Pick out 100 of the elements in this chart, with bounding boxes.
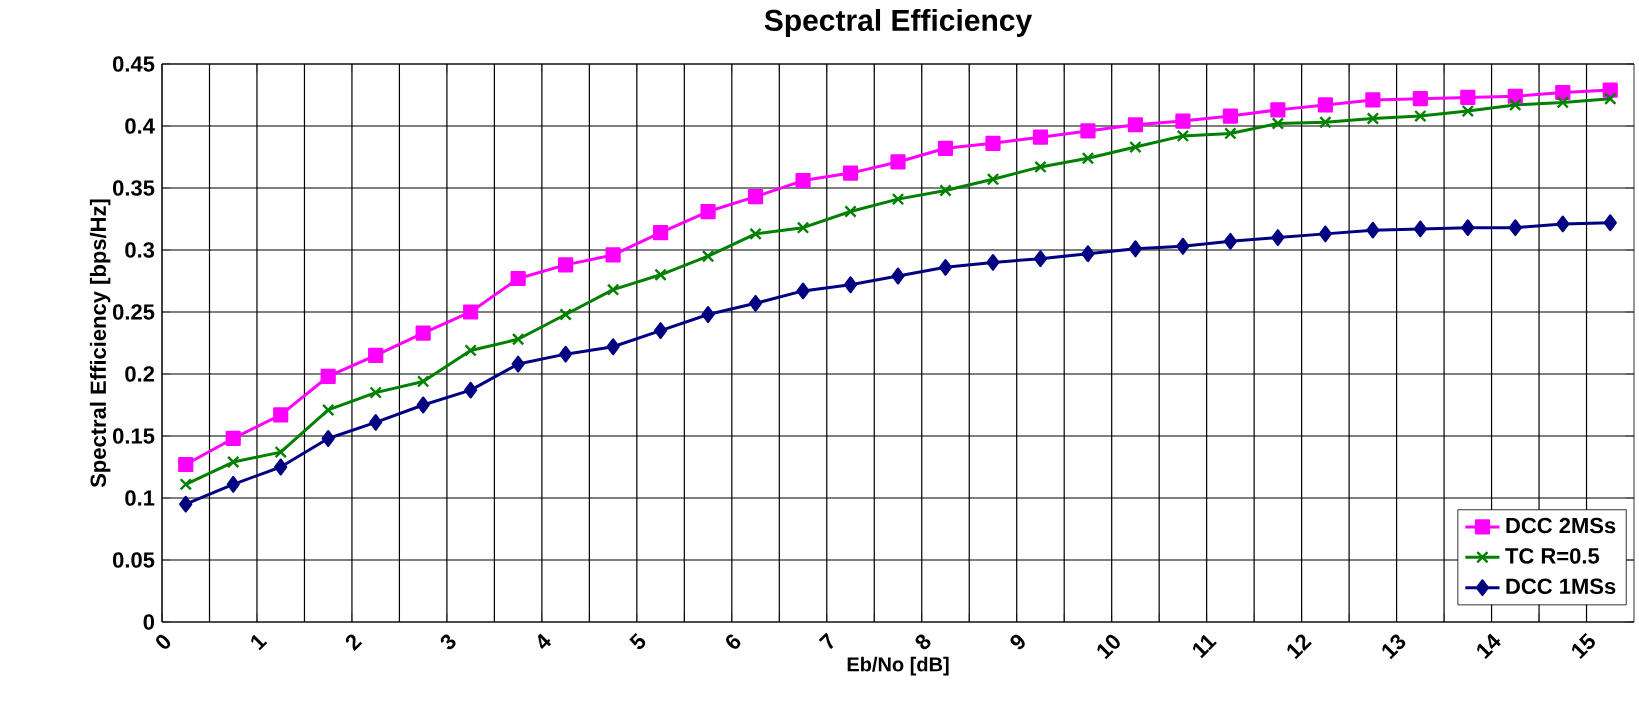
point bbox=[1317, 97, 1333, 113]
point bbox=[795, 172, 811, 189]
legend-label: DCC 1MSs bbox=[1506, 578, 1616, 595]
point bbox=[1461, 219, 1475, 237]
point bbox=[796, 221, 810, 234]
point bbox=[369, 386, 382, 399]
x-tick-label: 2 bbox=[345, 634, 363, 651]
point bbox=[226, 475, 240, 493]
point bbox=[652, 225, 669, 241]
point bbox=[606, 338, 620, 356]
point bbox=[511, 355, 525, 373]
point bbox=[1271, 229, 1285, 246]
point bbox=[320, 368, 336, 385]
point bbox=[273, 407, 289, 423]
point bbox=[938, 258, 953, 276]
point bbox=[1129, 140, 1142, 154]
y-tick-label: 0.25 bbox=[113, 304, 155, 320]
x-tick-label: 3 bbox=[440, 634, 456, 650]
point bbox=[178, 456, 194, 473]
point bbox=[1319, 115, 1332, 129]
x-tick-label: 1 bbox=[251, 634, 268, 651]
point bbox=[1032, 129, 1049, 145]
x-tick-label: 15 bbox=[1572, 633, 1595, 660]
point bbox=[1224, 127, 1237, 140]
point bbox=[274, 458, 288, 476]
point bbox=[416, 396, 430, 414]
point bbox=[1603, 92, 1617, 105]
point bbox=[511, 332, 525, 346]
x-tick-label: 11 bbox=[1193, 634, 1217, 659]
point bbox=[1412, 91, 1428, 107]
point bbox=[464, 344, 477, 357]
point bbox=[891, 267, 905, 285]
point bbox=[226, 455, 240, 469]
point bbox=[1128, 240, 1143, 258]
x-tick-label: 14 bbox=[1477, 633, 1501, 660]
y-tick-label: 0.1 bbox=[125, 490, 155, 506]
x-tick-label: 5 bbox=[629, 633, 646, 650]
point bbox=[890, 154, 906, 170]
point bbox=[1175, 113, 1191, 129]
x-tick-label: 0 bbox=[156, 634, 171, 649]
point bbox=[463, 304, 479, 320]
point bbox=[701, 249, 715, 263]
point bbox=[1318, 225, 1332, 243]
point bbox=[1508, 219, 1522, 237]
point bbox=[1366, 112, 1380, 125]
x-tick-label: 6 bbox=[726, 634, 741, 649]
point bbox=[1414, 109, 1427, 123]
y-tick-label: 0.15 bbox=[113, 428, 155, 444]
point bbox=[1271, 117, 1285, 130]
point bbox=[1176, 129, 1190, 143]
point bbox=[1509, 98, 1522, 112]
x-axis-title: Eb/No [dB] bbox=[847, 656, 949, 676]
point bbox=[701, 306, 715, 323]
point bbox=[225, 430, 241, 447]
point bbox=[986, 253, 1000, 271]
point bbox=[700, 203, 716, 220]
point bbox=[842, 165, 859, 181]
x-tick-label: 12 bbox=[1287, 634, 1312, 660]
point bbox=[1556, 215, 1570, 233]
point bbox=[1270, 102, 1286, 118]
point bbox=[321, 430, 335, 447]
point bbox=[654, 268, 667, 282]
chart-title: Spectral Efficiency bbox=[764, 8, 1033, 37]
y-tick-label: 0 bbox=[143, 614, 155, 630]
point bbox=[1080, 123, 1096, 139]
point bbox=[559, 308, 572, 321]
x-tick-label: 9 bbox=[1010, 634, 1025, 650]
point bbox=[937, 140, 954, 156]
y-tick-label: 0.05 bbox=[113, 552, 155, 568]
point bbox=[1034, 160, 1047, 174]
point bbox=[1222, 108, 1238, 124]
point bbox=[559, 345, 573, 363]
point bbox=[368, 347, 384, 363]
point bbox=[939, 184, 952, 197]
y-tick-label: 0.4 bbox=[125, 118, 155, 134]
point bbox=[1460, 89, 1476, 106]
y-tick-label: 0.3 bbox=[125, 242, 155, 258]
point bbox=[274, 445, 288, 459]
point bbox=[891, 192, 905, 206]
point bbox=[415, 325, 431, 341]
point bbox=[748, 294, 763, 312]
point bbox=[1081, 151, 1095, 165]
point bbox=[986, 173, 1000, 186]
point bbox=[653, 322, 668, 339]
y-axis-title: Spectral Efficiency [bps/Hz] bbox=[89, 199, 111, 488]
point bbox=[606, 283, 620, 296]
point bbox=[844, 205, 857, 218]
y-tick-label: 0.35 bbox=[113, 180, 155, 196]
point bbox=[796, 282, 810, 300]
point bbox=[179, 478, 193, 491]
x-tick-label: 10 bbox=[1097, 634, 1120, 660]
x-tick-label: 13 bbox=[1382, 634, 1406, 660]
point bbox=[1365, 92, 1381, 108]
point bbox=[1413, 220, 1427, 238]
y-tick-label: 0.2 bbox=[125, 366, 155, 382]
point bbox=[1366, 221, 1380, 239]
point bbox=[1223, 232, 1237, 250]
point bbox=[1556, 96, 1570, 109]
point bbox=[749, 227, 762, 241]
x-tick-label: 4 bbox=[537, 633, 552, 649]
